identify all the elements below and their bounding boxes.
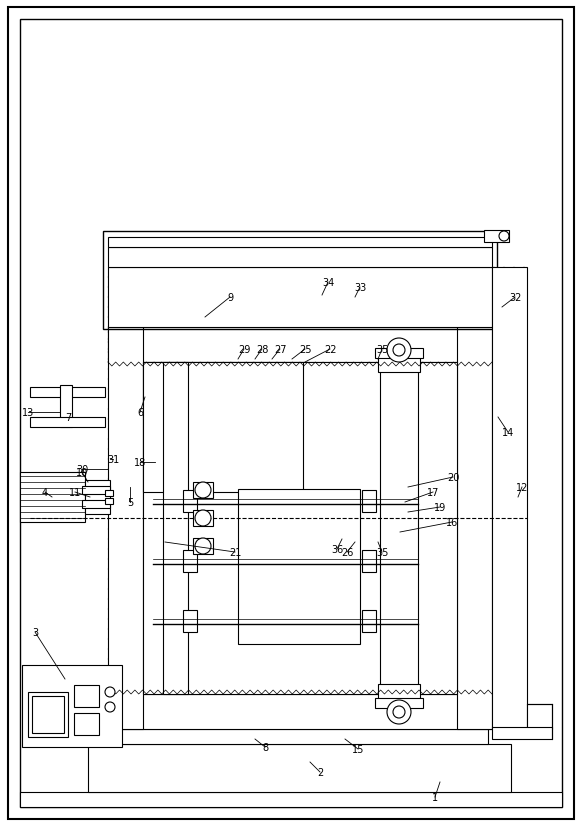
Bar: [82, 500, 110, 509]
Text: 10: 10: [76, 467, 88, 477]
Circle shape: [393, 706, 405, 718]
Bar: [30, 418, 105, 428]
Circle shape: [195, 538, 211, 554]
Text: 4: 4: [42, 487, 48, 497]
Bar: [22, 665, 122, 747]
Text: 25: 25: [299, 345, 311, 355]
Bar: [193, 510, 213, 526]
Bar: [375, 348, 423, 359]
Bar: [28, 692, 68, 737]
Bar: [108, 248, 492, 268]
Bar: [362, 490, 376, 513]
Text: 11: 11: [69, 487, 81, 497]
Text: 19: 19: [434, 502, 446, 513]
Text: 13: 13: [22, 408, 34, 418]
Bar: [105, 490, 113, 496]
Text: 3: 3: [32, 627, 38, 638]
Bar: [74, 713, 99, 735]
Bar: [492, 268, 527, 729]
Text: 7: 7: [65, 413, 71, 423]
Text: 6: 6: [137, 408, 143, 418]
Circle shape: [105, 702, 115, 712]
Bar: [20, 472, 85, 523]
Text: 33: 33: [354, 283, 366, 293]
Text: 29: 29: [238, 345, 250, 355]
Bar: [527, 704, 552, 729]
Text: 30: 30: [76, 465, 88, 475]
Text: 1: 1: [432, 792, 438, 802]
Text: 8: 8: [262, 742, 268, 752]
Bar: [362, 550, 376, 572]
Bar: [103, 232, 497, 330]
Text: 9: 9: [227, 293, 233, 303]
Text: 35: 35: [376, 547, 388, 557]
Bar: [143, 362, 303, 492]
Bar: [484, 231, 509, 242]
Text: 35: 35: [376, 345, 388, 355]
Bar: [378, 357, 420, 372]
Text: 22: 22: [324, 345, 336, 355]
Bar: [60, 385, 72, 428]
Bar: [108, 327, 492, 362]
Text: 28: 28: [256, 345, 268, 355]
Bar: [362, 610, 376, 632]
Text: 36: 36: [331, 544, 343, 554]
Text: 16: 16: [446, 518, 458, 528]
Bar: [375, 698, 423, 708]
Bar: [108, 327, 143, 729]
Text: 32: 32: [509, 293, 521, 303]
Bar: [88, 704, 110, 744]
Bar: [105, 499, 113, 504]
Text: 27: 27: [274, 345, 286, 355]
Text: 21: 21: [229, 547, 241, 557]
Bar: [108, 729, 488, 744]
Bar: [82, 486, 110, 495]
Text: 20: 20: [447, 472, 459, 482]
Bar: [108, 237, 492, 248]
Text: 12: 12: [516, 482, 528, 492]
Text: 18: 18: [134, 457, 146, 467]
Text: 34: 34: [322, 278, 334, 288]
Bar: [238, 490, 360, 644]
Text: 26: 26: [341, 547, 353, 557]
Bar: [492, 727, 552, 739]
Bar: [183, 490, 197, 513]
Text: 5: 5: [127, 497, 133, 508]
Circle shape: [105, 687, 115, 697]
Text: 31: 31: [107, 455, 119, 465]
Bar: [143, 284, 423, 293]
Bar: [143, 362, 457, 694]
Bar: [457, 327, 492, 729]
Bar: [88, 744, 511, 792]
Circle shape: [393, 345, 405, 356]
Circle shape: [499, 232, 509, 241]
Text: 15: 15: [352, 744, 364, 754]
Bar: [30, 388, 105, 398]
Bar: [183, 610, 197, 632]
Bar: [32, 696, 64, 733]
Text: 2: 2: [317, 767, 323, 777]
Bar: [183, 550, 197, 572]
Bar: [193, 538, 213, 554]
Bar: [193, 482, 213, 499]
Text: 14: 14: [502, 428, 514, 437]
Circle shape: [387, 700, 411, 724]
Bar: [108, 694, 492, 729]
Bar: [74, 686, 99, 707]
Text: 17: 17: [427, 487, 439, 497]
Circle shape: [195, 510, 211, 526]
Bar: [380, 362, 418, 694]
Bar: [378, 684, 420, 699]
Bar: [163, 362, 188, 694]
Bar: [85, 480, 110, 514]
Bar: [108, 268, 492, 327]
Bar: [20, 792, 562, 807]
Circle shape: [387, 338, 411, 362]
Circle shape: [195, 482, 211, 499]
